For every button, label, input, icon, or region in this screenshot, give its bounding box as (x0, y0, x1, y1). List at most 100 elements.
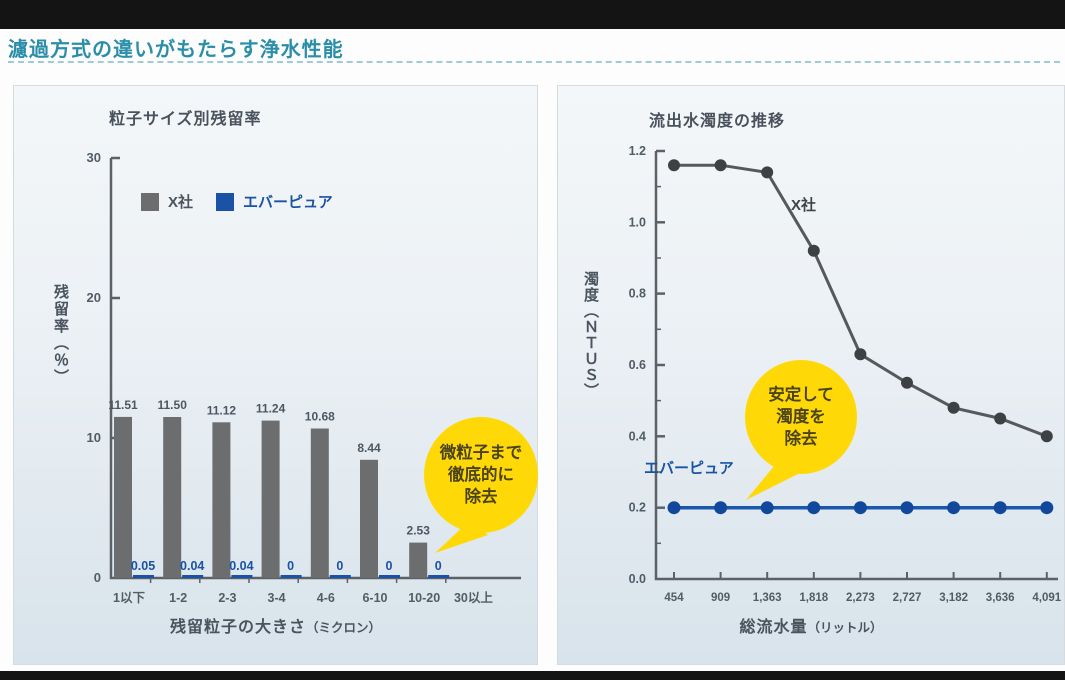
bar-value-everpure: 0 (386, 559, 393, 573)
line-chart-title: 流出水濁度の推移 (649, 113, 786, 130)
line-axis (654, 151, 1058, 581)
line-chart-canvas: 0.0 0.2 0.4 0.6 0.8 1.0 1.2 454 909 1,363 1,818 2,2… (558, 86, 1065, 671)
dot-x-company (668, 159, 680, 172)
svg-text:6-10: 6-10 (362, 591, 387, 605)
svg-text:1-2: 1-2 (169, 591, 187, 605)
svg-text:3,636: 3,636 (986, 592, 1015, 604)
bar-value-everpure: 0 (435, 559, 442, 573)
svg-text:1.2: 1.2 (629, 144, 646, 158)
bar-x-company (163, 417, 182, 578)
header-underline (8, 61, 1060, 63)
bar-chart-title: 粒子サイズ別残留率 (109, 111, 262, 128)
bar-everpure (329, 575, 351, 578)
bar-x-company (310, 428, 329, 578)
svg-text:4-6: 4-6 (317, 591, 335, 605)
line-chart-x-axis-label-unit: （リットル） (807, 621, 883, 635)
bar-everpure (280, 575, 302, 578)
dot-everpure (1040, 501, 1054, 515)
bar-chart-legend: X社 エバーピュア (141, 191, 333, 212)
line-chart-y-axis-label: 濁度（ＮＴＵＳ） (582, 271, 599, 399)
svg-text:0.4: 0.4 (629, 429, 646, 443)
annotation-bubble-text: 徹底的に (447, 464, 514, 484)
line-series-label-x-company: X社 (791, 197, 817, 214)
dot-everpure (947, 501, 961, 515)
annotation-bubble-text: 除去 (465, 486, 498, 506)
svg-text:20: 20 (87, 290, 101, 305)
svg-text:2,273: 2,273 (846, 592, 875, 604)
bar-value-everpure: 0.05 (131, 559, 155, 573)
bar-x-company (261, 420, 280, 578)
svg-text:1,363: 1,363 (753, 592, 782, 604)
bar-value-x-company: 8.44 (357, 441, 381, 455)
line-chart-x-axis-label-main: 総流水量 (739, 619, 808, 636)
bar-chart-panel: 0 10 20 30 1以下 11.51 0.05 1-2 11.50 0.04 2-3 11.12 0… (13, 85, 538, 665)
bar-x-company (114, 416, 132, 578)
bar-chart-y-axis-label: 残留率（％） (52, 284, 69, 386)
dot-everpure (807, 501, 821, 515)
line-chart-x-axis-label: 総流水量（リットル） (558, 613, 1064, 637)
svg-text:4,091: 4,091 (1032, 592, 1061, 604)
dot-everpure (667, 501, 681, 515)
legend-swatch-everpure (216, 192, 235, 211)
dot-x-company (854, 348, 867, 361)
dot-x-company (901, 376, 913, 389)
svg-text:30以上: 30以上 (454, 590, 493, 605)
svg-text:10: 10 (87, 430, 101, 445)
bar-x-company (212, 422, 231, 578)
bar-everpure (231, 575, 253, 578)
bar-value-everpure: 0.04 (180, 559, 204, 573)
svg-text:10-20: 10-20 (408, 591, 440, 605)
legend-label-everpure: エバーピュア (243, 194, 333, 211)
line-series-label-everpure: エバーピュア (644, 460, 734, 477)
dot-x-company (994, 412, 1007, 425)
dot-x-company (1040, 430, 1053, 443)
svg-text:3-4: 3-4 (268, 591, 286, 605)
dot-x-company (714, 159, 727, 172)
bar-chart-canvas: 0 10 20 30 1以下 11.51 0.05 1-2 11.50 0.04 2-3 11.12 0… (14, 86, 539, 671)
svg-text:0: 0 (94, 570, 101, 585)
dot-everpure (993, 501, 1007, 515)
page-title: 濾過方式の違いがもたらす浄水性能 (8, 39, 344, 61)
annotation-bubble-text: 微粒子まで (439, 442, 523, 462)
bar-value-everpure: 0 (336, 559, 343, 573)
svg-text:2,727: 2,727 (893, 592, 922, 604)
bar-everpure (428, 575, 450, 578)
bar-value-everpure: 0 (287, 559, 294, 573)
bar-everpure (182, 575, 204, 578)
bar-x-company (360, 459, 378, 578)
dot-everpure (900, 501, 914, 515)
svg-text:454: 454 (664, 592, 684, 604)
dot-x-company (761, 166, 774, 179)
dot-everpure (760, 501, 774, 515)
bar-everpure (133, 575, 154, 578)
bar-value-x-company: 10.68 (305, 410, 335, 424)
bar-value-everpure: 0.04 (229, 559, 253, 573)
svg-text:909: 909 (711, 592, 730, 604)
annotation-bubble-text: 安定して (768, 384, 834, 404)
dot-x-company (807, 244, 820, 257)
bar-everpure (379, 575, 400, 578)
legend-swatch-x-company (141, 192, 159, 211)
dot-x-company (947, 401, 960, 414)
bar-chart-x-axis-label: 残留粒子の大きさ（ミクロン） (14, 613, 537, 637)
bar-x-company (409, 542, 428, 578)
svg-text:2-3: 2-3 (218, 591, 236, 605)
dot-everpure (853, 501, 867, 515)
bar-value-x-company: 2.53 (407, 524, 431, 538)
line-chart-panel: 0.0 0.2 0.4 0.6 0.8 1.0 1.2 454 909 1,363 1,818 2,2… (557, 85, 1065, 665)
svg-text:30: 30 (87, 150, 101, 165)
svg-text:0.6: 0.6 (629, 358, 646, 372)
bar-value-x-company: 11.50 (158, 398, 188, 412)
bar-chart-x-axis-label-main: 残留粒子の大きさ (169, 619, 306, 636)
line-x-company (674, 163, 1048, 438)
svg-text:0.8: 0.8 (629, 287, 646, 301)
annotation-bubble-text: 濁度を (776, 406, 826, 426)
svg-text:0.2: 0.2 (629, 501, 646, 515)
svg-text:0.0: 0.0 (629, 572, 646, 586)
bottom-black-bar (0, 671, 1065, 680)
bar-value-x-company: 11.51 (108, 398, 138, 412)
top-black-bar (0, 0, 1065, 29)
svg-text:3,182: 3,182 (939, 592, 968, 604)
